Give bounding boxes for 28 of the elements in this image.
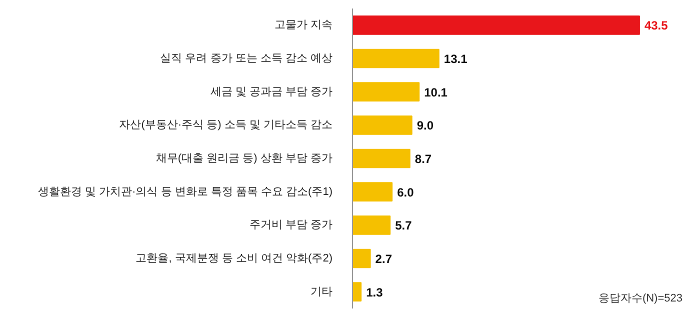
y-tick-label: 실직 우려 증가 또는 소득 감소 예상 — [160, 52, 333, 64]
bar — [352, 216, 391, 235]
y-tick-label: 주거비 부담 증가 — [249, 219, 333, 232]
bar — [352, 16, 640, 35]
y-tick-label: 자산(부동산·주식 등) 소득 및 기타소득 감소 — [119, 119, 333, 132]
data-label: 8.7 — [414, 152, 432, 166]
bar — [352, 82, 420, 102]
y-tick-label: 세금 및 공과금 부담 증가 — [210, 86, 333, 98]
y-tick-label: 고환율, 국제분쟁 등 소비 여건 악화(주2) — [136, 252, 332, 264]
data-label: 10.1 — [424, 85, 448, 100]
bar — [352, 248, 371, 268]
data-label: 13.1 — [444, 52, 468, 66]
annotation: 응답자수(N)=523 — [598, 292, 682, 304]
y-tick-label: 채무(대출 원리금 등) 상환 부담 증가 — [156, 152, 332, 164]
data-label: 43.5 — [644, 18, 668, 33]
data-label: 5.7 — [395, 218, 412, 233]
bar — [352, 282, 362, 302]
data-label: 2.7 — [375, 252, 392, 266]
data-label: 9.0 — [416, 118, 434, 133]
y-tick-label: 고물가 지속 — [274, 19, 333, 32]
bar — [352, 48, 440, 68]
bar — [352, 148, 410, 168]
y-tick-label: 기타 — [310, 286, 332, 298]
bar — [352, 116, 412, 135]
bar — [352, 182, 393, 202]
data-label: 6.0 — [397, 185, 414, 200]
y-tick-label: 생활환경 및 가치관·의식 등 변화로 특정 품목 수요 감소(주1) — [38, 186, 333, 198]
data-label: 1.3 — [366, 285, 384, 300]
